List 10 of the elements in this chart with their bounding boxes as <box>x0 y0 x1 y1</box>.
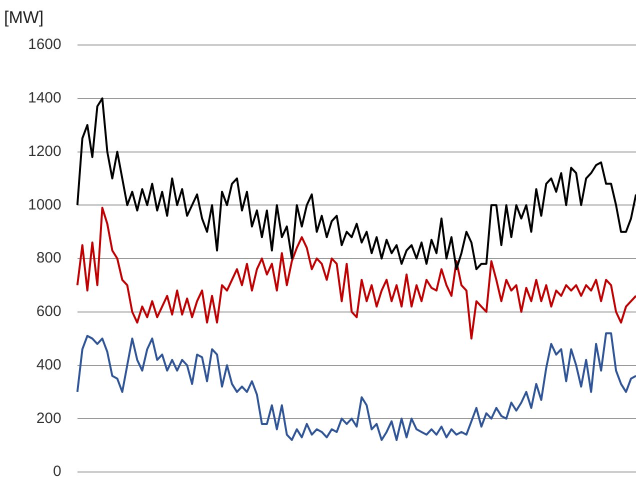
y-tick-label: 600 <box>36 303 62 320</box>
y-tick-label: 1000 <box>28 196 62 214</box>
y-tick-label: 200 <box>36 410 62 427</box>
y-tick-label: 1400 <box>28 90 62 107</box>
y-tick-label: 1200 <box>28 142 62 160</box>
y-tick-label: 1600 <box>28 36 62 54</box>
y-tick-label: 400 <box>36 356 62 374</box>
y-axis-title: [MW] <box>4 8 44 28</box>
y-tick-label: 0 <box>53 463 62 480</box>
y-tick-label: 800 <box>36 250 62 267</box>
